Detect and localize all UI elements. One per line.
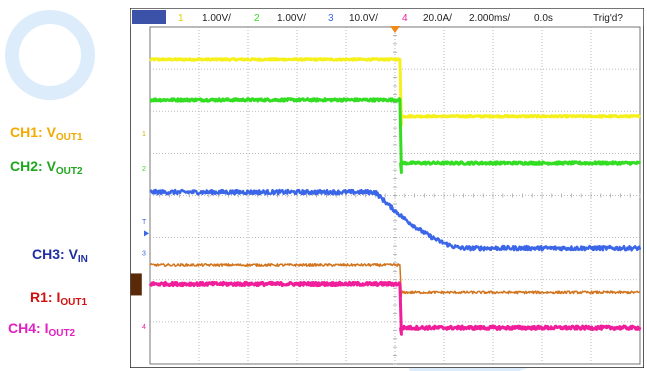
traces <box>148 57 642 336</box>
label-ch2-prefix: CH2: <box>10 158 47 174</box>
label-ch1-prefix: CH1: <box>10 124 47 140</box>
marker-ch3: 3 <box>142 250 146 257</box>
label-ch2: CH2: VOUT2 <box>10 158 83 177</box>
label-ch1-sub: OUT1 <box>55 132 83 143</box>
header-ch1-scale: 1.00V/ <box>202 13 231 24</box>
header-ch1-num: 1 <box>178 13 184 24</box>
label-ch4-main: I <box>44 320 49 336</box>
header-ch3-num: 3 <box>328 13 334 24</box>
label-ch4-sub: OUT2 <box>48 328 76 339</box>
header-trigger-status: Trig'd? <box>593 13 623 24</box>
label-ch4-prefix: CH4: <box>8 320 45 336</box>
header-run-indicator <box>132 10 166 24</box>
trace-r1 <box>149 262 641 298</box>
header-delay: 0.0s <box>534 13 553 24</box>
label-ch4: CH4: IOUT2 <box>8 320 75 339</box>
label-r1-prefix: R1: <box>30 289 57 305</box>
label-ch2-sub: OUT2 <box>55 166 83 177</box>
label-ch3: CH3: VIN <box>32 246 88 265</box>
watermark-circle-1 <box>5 10 95 100</box>
label-ch1: CH1: VOUT1 <box>10 124 83 143</box>
label-r1-sub: OUT1 <box>60 297 88 308</box>
trigger-level-arrow <box>144 230 149 237</box>
oscilloscope-screen: 1 1.00V/ 2 1.00V/ 3 10.0V/ 4 20.0A/ 2.00… <box>130 8 644 368</box>
marker-trigger-level: T <box>142 219 147 226</box>
header-background <box>130 8 644 26</box>
header-timebase: 2.000ms/ <box>469 13 510 24</box>
label-r1: R1: IOUT1 <box>30 289 87 308</box>
trace-ch4 <box>148 280 642 336</box>
trace-ch2 <box>149 97 642 174</box>
header-ch4-scale: 20.0A/ <box>423 13 452 24</box>
header-ch2-scale: 1.00V/ <box>277 13 306 24</box>
label-ch1-main: V <box>46 124 56 140</box>
screen-background <box>130 8 644 368</box>
marker-ch1: 1 <box>142 131 146 138</box>
label-ch3-main: V <box>68 246 78 262</box>
header-ch3-scale: 10.0V/ <box>349 13 378 24</box>
marker-ch2: 2 <box>142 166 146 173</box>
label-ch3-prefix: CH3: <box>32 246 69 262</box>
trace-ch3 <box>149 188 642 252</box>
trace-ch1 <box>149 57 641 127</box>
label-ch2-main: V <box>46 158 56 174</box>
header-ch2-num: 2 <box>254 13 260 24</box>
channel-markers: 1 2 T 3 4 <box>130 131 149 331</box>
header-bar: 1 1.00V/ 2 1.00V/ 3 10.0V/ 4 20.0A/ 2.00… <box>130 8 644 26</box>
trigger-position-marker <box>390 26 400 33</box>
label-r1-main: I <box>56 289 61 305</box>
label-ch3-sub: IN <box>77 254 88 265</box>
marker-r1 <box>130 273 142 296</box>
marker-ch4: 4 <box>142 324 146 331</box>
header-ch4-num: 4 <box>402 13 408 24</box>
